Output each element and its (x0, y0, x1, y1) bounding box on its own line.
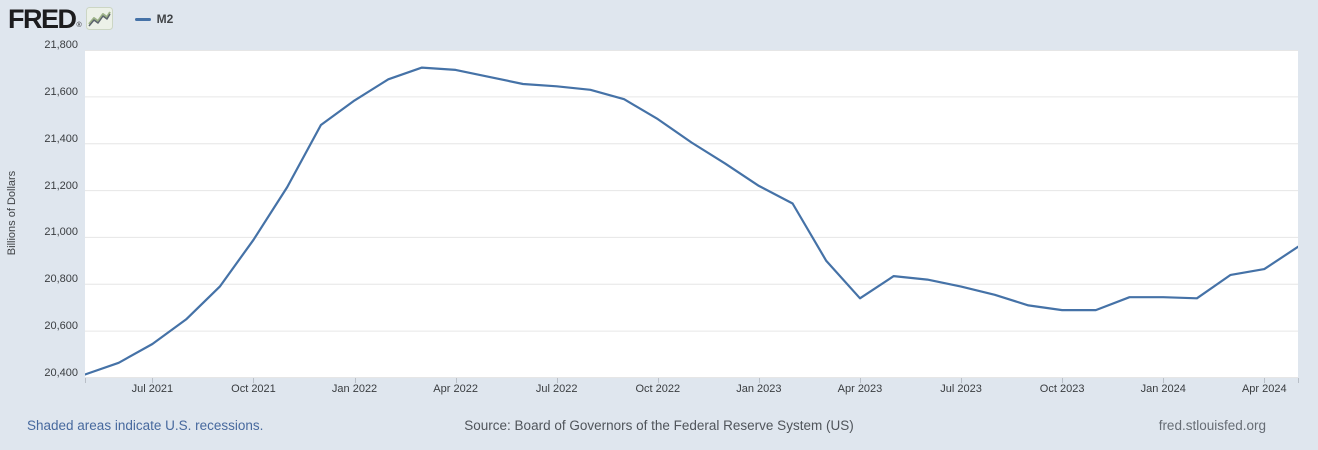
m2-line-chart (85, 50, 1298, 378)
fred-logo-text: FRED (8, 3, 77, 34)
x-tick-label: Jan 2024 (1140, 383, 1186, 395)
footer: Shaded areas indicate U.S. recessions. S… (0, 413, 1318, 437)
x-tick-mark (556, 378, 558, 383)
x-tick-label: Jul 2023 (940, 383, 982, 395)
y-tick-label: 21,600 (44, 85, 78, 98)
x-tick-label: Oct 2023 (1039, 383, 1085, 395)
x-tick-mark (85, 378, 86, 383)
x-tick-label: Jan 2023 (736, 383, 782, 395)
y-tick-label: 21,200 (44, 179, 78, 192)
fred-sparkline-icon (85, 6, 113, 35)
x-tick-label: Apr 2024 (1241, 383, 1287, 395)
plot-area[interactable] (85, 50, 1298, 378)
y-tick-label: 20,600 (44, 320, 78, 333)
x-tick-mark (1163, 378, 1165, 383)
x-tick-mark (758, 378, 760, 383)
x-tick-label: Apr 2022 (433, 383, 478, 395)
legend-series-label: M2 (156, 12, 174, 26)
fred-logo[interactable]: FRED ® (8, 4, 113, 35)
x-tick-label: Oct 2022 (635, 383, 681, 395)
x-tick-mark (1062, 378, 1064, 383)
x-tick-mark (1264, 378, 1266, 383)
header: FRED ® M2 (8, 3, 173, 35)
recession-note-link[interactable]: Shaded areas indicate U.S. recessions. (27, 417, 264, 433)
fred-site-link[interactable]: fred.stlouisfed.org (1158, 417, 1266, 433)
x-tick-mark (455, 378, 457, 383)
y-tick-label: 21,400 (44, 132, 78, 145)
legend-line-swatch (134, 17, 151, 21)
series-line-m2[interactable] (85, 66, 1298, 376)
x-tick-mark (1298, 378, 1299, 383)
x-tick-mark (354, 378, 356, 383)
x-tick-label: Jan 2022 (331, 383, 378, 395)
x-tick-mark (152, 378, 154, 383)
chart-legend: M2 (134, 12, 174, 26)
y-tick-label: 21,800 (44, 39, 78, 51)
x-tick-mark (859, 378, 861, 383)
x-tick-label: Apr 2023 (837, 383, 883, 395)
y-tick-label: 21,000 (44, 226, 78, 239)
x-tick-mark (657, 378, 659, 383)
registered-trademark: ® (76, 21, 82, 29)
x-tick-mark (961, 378, 963, 383)
x-tick-label: Jul 2021 (131, 383, 174, 395)
y-tick-label: 20,800 (44, 273, 78, 286)
y-tick-label: 20,400 (44, 367, 78, 379)
x-tick-mark (253, 378, 255, 383)
source-note: Source: Board of Governors of the Federa… (464, 417, 854, 433)
x-tick-label: Oct 2021 (231, 383, 276, 395)
x-tick-label: Jul 2022 (535, 383, 578, 395)
